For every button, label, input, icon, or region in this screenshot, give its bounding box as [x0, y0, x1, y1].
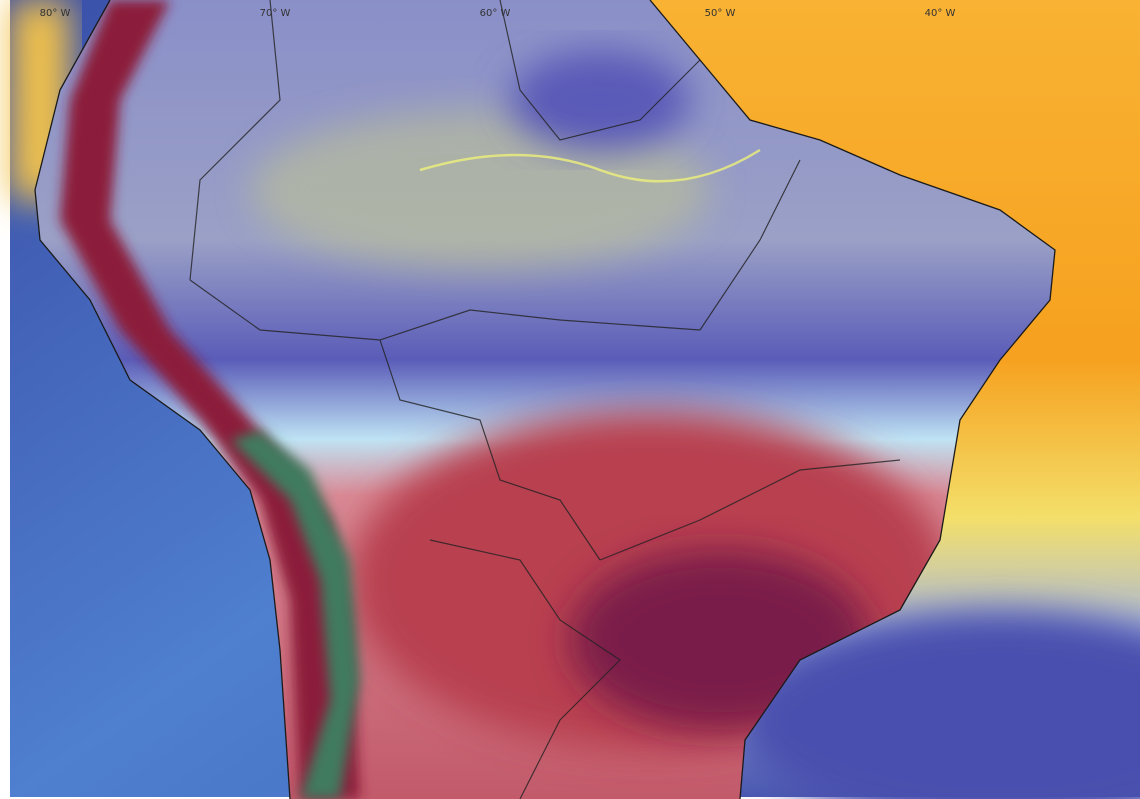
border — [429, 539, 621, 799]
border — [189, 279, 701, 341]
longitude-labels: 80° W 70° W 60° W 50° W 40° W — [40, 8, 956, 19]
cold-air-mass — [740, 610, 1140, 799]
amazon-warm — [250, 110, 710, 270]
longitude-label: 60° W — [480, 8, 511, 19]
coastline — [34, 0, 1056, 799]
amazon-river — [419, 148, 761, 183]
border — [499, 0, 701, 141]
longitude-label: 40° W — [925, 8, 956, 19]
andes-cold — [60, 0, 360, 799]
border — [189, 0, 281, 281]
border — [699, 159, 801, 331]
borders — [189, 0, 901, 799]
longitude-label: 70° W — [260, 8, 291, 19]
longitude-label: 50° W — [705, 8, 736, 19]
north-cold — [510, 50, 690, 150]
border — [379, 339, 601, 561]
andes-peaks — [230, 430, 360, 799]
longitude-label: 80° W — [40, 8, 71, 19]
border — [599, 459, 901, 561]
